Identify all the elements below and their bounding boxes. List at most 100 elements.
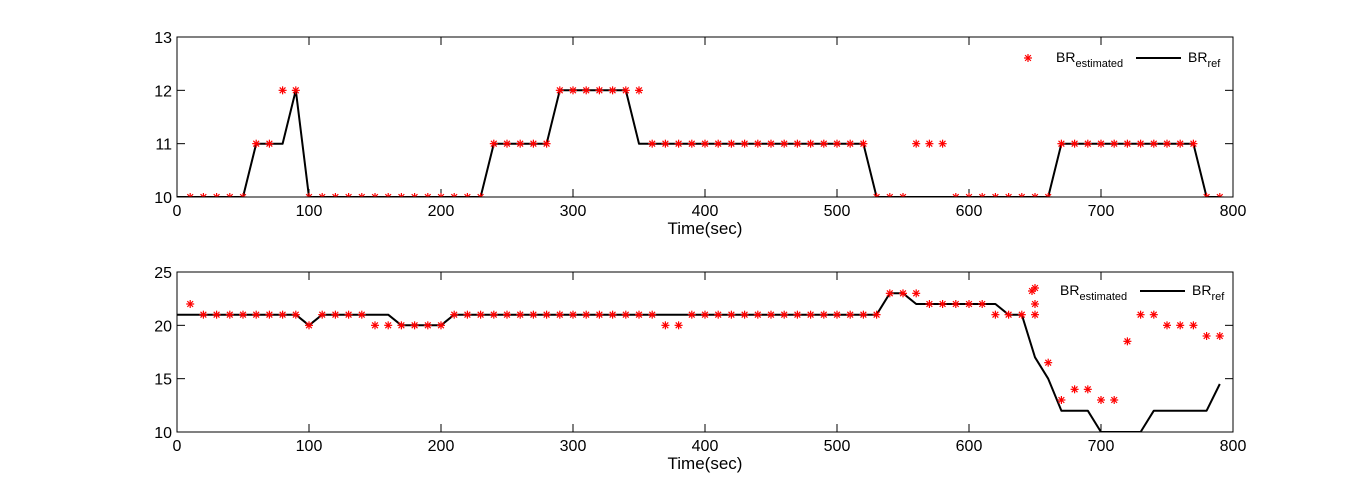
top-br-estimated-point [265,139,274,148]
top-br-estimated-point [608,86,617,95]
bottom-br-estimated-point [846,310,855,319]
bottom-br-estimated-point [318,310,327,319]
star-stroke [1218,193,1224,197]
star-stroke [202,193,207,197]
star-stroke [794,140,801,147]
bottom-br-estimated-point [872,310,881,319]
top-br-estimated-point [740,139,749,148]
top-br-estimated-point [833,139,841,148]
star-stroke [215,193,220,197]
star-stroke [226,193,231,197]
bottom-br-estimated-point [1031,300,1039,308]
star-stroke [648,140,656,147]
top-x-tick-label: 100 [296,203,323,220]
bottom-br-estimated-point [674,321,683,330]
star-stroke [875,193,880,197]
top-br-estimated-point [951,193,960,197]
bottom-br-estimated-point [912,289,921,298]
star-stroke [899,193,904,197]
star-stroke [807,311,814,318]
star-stroke [846,311,854,318]
star-stroke [490,140,498,147]
bottom-br-estimated-point [503,310,511,319]
bottom-data-layer [177,284,1224,432]
top-br-estimated-point [859,139,868,148]
legend-base: BR [1060,282,1079,298]
star-stroke [186,300,194,308]
star-stroke [411,322,418,329]
star-stroke [437,322,445,329]
star-stroke [662,140,669,147]
top-br-estimated-point [357,193,366,197]
top-x-tick-label: 200 [428,203,455,220]
star-stroke [279,311,286,318]
bottom-br-estimated-point [186,300,195,308]
bottom-br-estimated-point [582,310,591,319]
top-x-tick-label: 700 [1088,203,1115,220]
star-stroke [1044,193,1050,197]
star-stroke [358,193,363,197]
star-stroke [965,193,970,197]
top-br-estimated-point [371,193,379,197]
top-br-estimated-point [1004,193,1013,197]
top-br-estimated-point [1083,139,1092,148]
star-stroke [1005,311,1012,318]
star-stroke [477,193,482,197]
top-br-estimated-point [450,193,459,197]
top-br-estimated-point [1176,139,1185,148]
legend-subscript: estimated [1079,291,1127,303]
top-y-tick-label: 13 [154,30,172,47]
top-x-tick-label: 0 [173,203,182,220]
top-br-estimated-point [331,193,340,197]
star-stroke [926,300,933,308]
star-stroke [794,311,801,318]
bottom-br-estimated-point [1149,310,1158,319]
star-stroke [888,193,894,197]
star-stroke [530,311,537,318]
top-br-estimated-point [819,139,828,148]
star-stroke [252,140,260,147]
star-stroke [820,140,828,147]
bottom-br-estimated-point [1136,310,1145,319]
star-stroke [648,311,656,318]
bottom-br-estimated-point [357,310,366,319]
top-br-estimated-point [489,139,498,148]
star-stroke [860,311,867,318]
bottom-br-estimated-point [199,310,208,319]
legend-subscript: estimated [1075,58,1123,70]
star-stroke [701,311,709,318]
star-stroke [440,193,445,197]
star-stroke [688,311,696,318]
top-br-estimated-point [476,193,485,197]
star-stroke [1058,140,1065,147]
star-stroke [754,311,762,318]
top-br-estimated-point [727,139,736,148]
bottom-br-estimated-point [608,310,617,319]
star-stroke [345,193,350,197]
star-stroke [398,322,405,329]
star-stroke [292,87,300,94]
top-br-estimated-point [793,139,802,148]
top-legend-star-icon [1024,54,1032,62]
bottom-br-estimated-point [252,310,261,319]
star-stroke [728,140,735,147]
star-stroke [453,193,458,197]
star-stroke [899,290,907,297]
top-br-estimated-point [239,193,247,197]
top-br-estimated-point [661,139,670,148]
bottom-br-estimated-point [1176,321,1185,330]
bottom-br-estimated-point [1110,396,1119,404]
star-stroke [912,290,920,297]
star-stroke [1097,140,1105,147]
star-stroke [902,193,907,197]
star-stroke [266,311,273,318]
bottom-x-tick-label: 600 [956,438,983,455]
star-stroke [332,193,337,197]
star-stroke [1028,287,1036,295]
bottom-br-estimated-point [450,310,459,319]
bottom-br-estimated-point [767,310,775,319]
star-stroke [701,140,709,147]
bottom-br-estimated-point [331,310,340,319]
bottom-br-estimated-point [410,321,419,330]
